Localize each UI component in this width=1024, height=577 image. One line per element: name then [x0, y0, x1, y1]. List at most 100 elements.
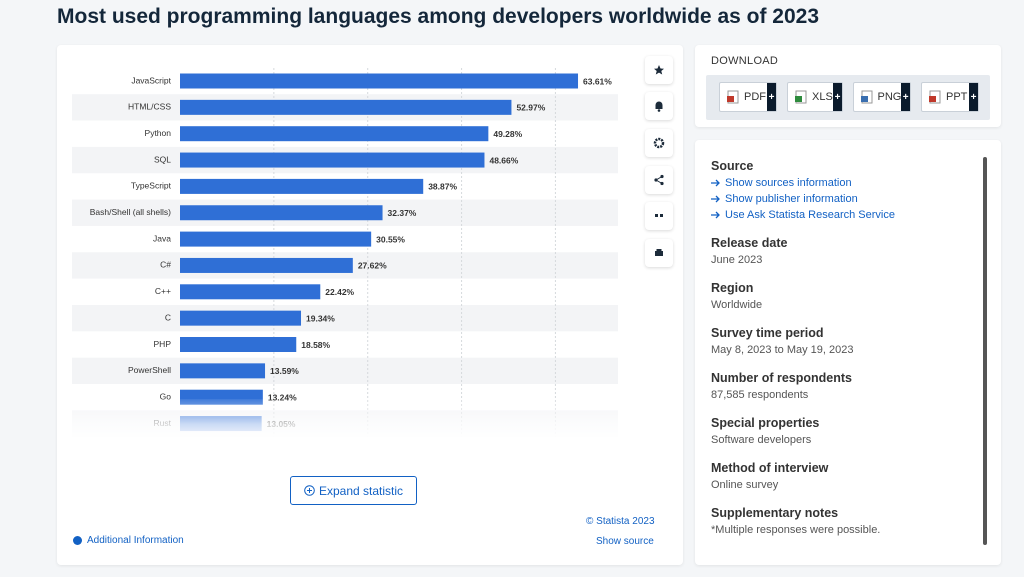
bar — [180, 73, 579, 89]
show-source[interactable]: Show source — [596, 536, 654, 547]
source-link[interactable]: Show sources information — [711, 177, 976, 189]
file-icon — [929, 90, 941, 104]
add-button: + — [969, 83, 978, 111]
detail-value: June 2023 — [711, 254, 763, 266]
arrow — [711, 211, 720, 219]
value-label: 27.62% — [358, 261, 387, 271]
bar — [180, 99, 512, 115]
copyright[interactable]: © Statista 2023 — [586, 516, 655, 527]
detail: Number of respondents 87,585 respondents — [711, 371, 976, 401]
download-button[interactable]: XLS + — [787, 82, 843, 112]
download-button[interactable]: PNG + — [853, 82, 911, 112]
bar — [180, 231, 372, 247]
arrow-icon — [711, 211, 720, 219]
detail: Special properties Software developers — [711, 416, 976, 446]
detail-heading: Special properties — [711, 416, 820, 430]
bar — [180, 310, 302, 326]
category-label: TypeScript — [131, 181, 172, 191]
category-label: HTML/CSS — [128, 102, 171, 112]
add-button: + — [833, 83, 842, 111]
cite-button[interactable] — [645, 202, 673, 230]
favorite-button[interactable] — [645, 56, 673, 84]
details: Release date June 2023 Region Worldwide Surv… — [711, 236, 976, 536]
file-icon — [861, 90, 873, 104]
detail-value: Worldwide — [711, 299, 763, 311]
value-label: 22.42% — [325, 287, 354, 297]
notification-button[interactable] — [645, 92, 673, 120]
download-card: DOWNLOAD PDF + XLS + PNG + PPT + — [695, 45, 1001, 127]
detail-value: Online survey — [711, 479, 779, 491]
category-label: Bash/Shell (all shells) — [90, 207, 171, 217]
link-label: Use Ask Statista Research Service — [725, 209, 895, 221]
detail: Release date June 2023 — [711, 236, 976, 266]
arrow-icon — [711, 195, 720, 203]
row-band — [72, 357, 618, 385]
value-label: 48.66% — [489, 155, 518, 165]
detail-heading: Number of respondents — [711, 371, 852, 385]
category-label: C++ — [155, 286, 171, 296]
value-label: 19.34% — [306, 313, 335, 323]
scrollbar[interactable] — [983, 157, 987, 545]
detail-heading: Survey time period — [711, 326, 824, 340]
category-label: JavaScript — [131, 75, 171, 85]
arrow — [711, 195, 720, 203]
format-label: PNG — [877, 91, 902, 103]
settings-button[interactable] — [645, 129, 673, 157]
file-icon — [727, 90, 739, 104]
print-button[interactable] — [645, 239, 673, 267]
bar — [180, 363, 266, 379]
file-badge — [795, 96, 802, 102]
file-badge — [727, 96, 734, 102]
value-label: 38.87% — [428, 182, 457, 192]
detail-heading: Supplementary notes — [711, 506, 839, 520]
bar — [180, 178, 424, 194]
category-label: Python — [145, 128, 172, 138]
value-label: 13.59% — [270, 366, 299, 376]
info-list: Source Show sources information Show publ… — [711, 159, 976, 536]
bar — [180, 337, 297, 352]
category-label: PowerShell — [128, 365, 171, 375]
download-title: DOWNLOAD — [711, 55, 779, 67]
value-label: 18.58% — [301, 340, 330, 350]
add-button: + — [901, 83, 910, 111]
bar — [180, 257, 353, 273]
file-badge — [861, 96, 868, 102]
additional-info[interactable]: Additional Information — [73, 535, 184, 546]
detail-value: 87,585 respondents — [711, 389, 809, 401]
value-label: 13.24% — [268, 392, 297, 402]
source-link[interactable]: Use Ask Statista Research Service — [711, 209, 976, 221]
value-label: 30.55% — [376, 234, 405, 244]
format-label: PDF — [744, 91, 766, 103]
expand-button[interactable]: Expand statistic — [290, 476, 417, 505]
category-label: C — [165, 312, 171, 322]
file-icon — [795, 90, 807, 104]
file-badge — [929, 96, 936, 102]
fade-overlay — [60, 399, 660, 441]
bar — [180, 205, 383, 221]
download-button[interactable]: PPT + — [921, 82, 979, 112]
value-label: 32.37% — [388, 208, 417, 218]
share-button[interactable] — [645, 166, 673, 194]
value-label: 49.28% — [493, 129, 522, 139]
detail-heading: Region — [711, 281, 754, 295]
value-label: 63.61% — [583, 76, 612, 86]
value-label: 52.97% — [516, 103, 545, 113]
detail-value: *Multiple responses were possible. — [711, 524, 881, 536]
row-band — [72, 304, 618, 332]
format-label: PPT — [946, 91, 968, 103]
arrow — [711, 179, 720, 187]
bar — [180, 152, 485, 168]
format-label: XLS — [812, 91, 833, 103]
additional-info-label: Additional Information — [87, 535, 184, 546]
category-label: SQL — [154, 154, 171, 164]
category-label: PHP — [154, 339, 172, 349]
source-links: Show sources information Show publisher i… — [711, 177, 976, 221]
page-title: Most used programming languages among de… — [57, 5, 820, 28]
detail-heading: Method of interview — [711, 461, 829, 475]
download-button[interactable]: PDF + — [719, 82, 777, 112]
detail: Method of interview Online survey — [711, 461, 976, 491]
category-label: C# — [160, 260, 171, 270]
source-link[interactable]: Show publisher information — [711, 193, 976, 205]
